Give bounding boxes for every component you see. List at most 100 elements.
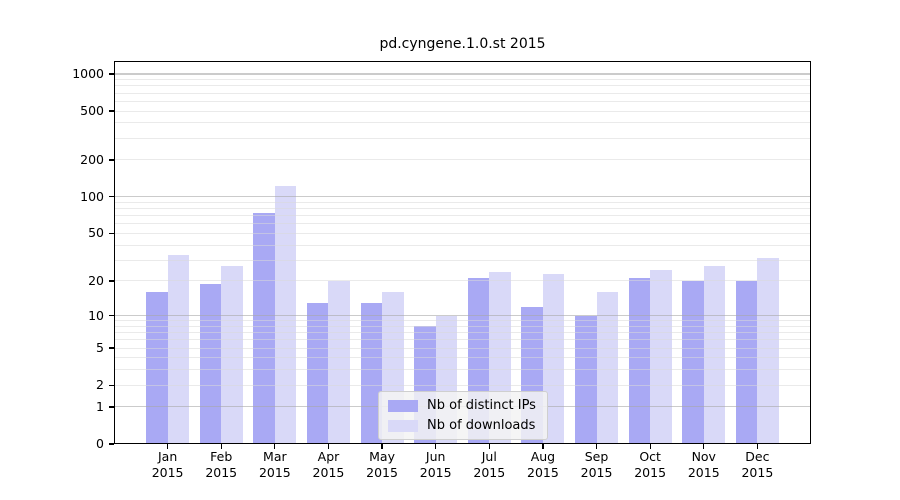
x-tick-month: Aug — [530, 449, 556, 464]
y-tick-mark — [109, 314, 114, 317]
bar-distinct-ips-oct — [628, 278, 651, 444]
legend: Nb of distinct IPs Nb of downloads — [378, 391, 548, 440]
x-tick-month: Nov — [691, 449, 716, 464]
x-tick-year: 2015 — [687, 464, 720, 480]
x-tick-label: Sep 2015 — [565, 449, 629, 480]
x-tick-month: Jul — [481, 449, 497, 464]
gridline-minor — [114, 357, 811, 359]
y-tick-mark — [109, 73, 114, 75]
x-tick-year: 2015 — [366, 464, 398, 480]
y-tick-mark — [109, 443, 114, 445]
bar-distinct-ips-mar — [253, 213, 275, 444]
y-tick-mark — [109, 347, 114, 349]
x-tick-year: 2015 — [580, 464, 613, 480]
y-tick-label: 100 — [80, 188, 104, 204]
legend-swatch-distinct-ips — [388, 399, 418, 412]
gridline-minor — [114, 369, 811, 371]
x-tick-month: Sep — [584, 449, 609, 464]
bar-downloads-nov — [703, 265, 726, 444]
y-tick-label: 200 — [80, 151, 104, 167]
gridline-minor — [114, 332, 811, 334]
bar-downloads-aug — [542, 273, 565, 444]
legend-item-downloads: Nb of downloads — [388, 418, 536, 433]
y-tick-label: 20 — [88, 272, 104, 288]
x-tick-mark — [542, 444, 544, 449]
y-tick-mark — [109, 232, 114, 235]
x-tick-year: 2015 — [205, 464, 238, 480]
bar-distinct-ips-feb — [199, 283, 222, 444]
y-tick-label: 2 — [96, 377, 104, 393]
x-tick-year: 2015 — [419, 464, 452, 480]
x-tick-month: Feb — [210, 449, 233, 464]
x-tick-label: Nov 2015 — [672, 449, 736, 480]
x-tick-mark — [649, 444, 651, 449]
x-tick-label: Mar 2015 — [243, 449, 307, 480]
gridline-minor — [114, 347, 811, 349]
gridline-minor — [114, 280, 811, 282]
gridline-minor — [114, 244, 811, 246]
gridline-minor — [114, 92, 811, 94]
x-tick-label: Jan 2015 — [136, 449, 200, 480]
y-tick-label: 50 — [88, 225, 104, 241]
y-tick-label: 500 — [80, 103, 104, 119]
bar-downloads-oct — [650, 269, 672, 444]
legend-swatch-downloads — [388, 419, 418, 432]
x-tick-mark — [756, 444, 759, 449]
x-tick-mark — [274, 444, 276, 449]
x-tick-month: Oct — [639, 449, 661, 464]
x-tick-mark — [595, 444, 598, 449]
x-tick-mark — [327, 444, 330, 449]
x-tick-month: Dec — [745, 449, 770, 464]
x-tick-label: Apr 2015 — [296, 449, 360, 480]
bar-downloads-jan — [167, 255, 190, 444]
y-tick-label: 1000 — [72, 66, 104, 81]
y-tick-label: 5 — [96, 340, 104, 356]
x-tick-year: 2015 — [473, 464, 506, 480]
x-tick-mark — [220, 444, 222, 449]
x-tick-year: 2015 — [634, 464, 667, 480]
x-tick-label: Dec 2015 — [725, 449, 789, 480]
y-tick-mark — [109, 110, 114, 112]
y-tick-label: 0 — [96, 436, 104, 451]
gridline-minor — [114, 159, 811, 161]
gridline-minor — [114, 110, 811, 112]
bar-distinct-ips-apr — [306, 302, 329, 444]
x-tick-month: May — [369, 449, 395, 464]
y-tick-label: 1 — [96, 398, 104, 414]
bar-distinct-ips-nov — [682, 280, 704, 444]
x-tick-year: 2015 — [312, 464, 345, 480]
x-tick-label: Feb 2015 — [189, 449, 253, 480]
x-tick-mark — [435, 444, 437, 449]
bar-downloads-dec — [757, 258, 779, 444]
gridline-minor — [114, 259, 811, 261]
bar-distinct-ips-may — [360, 302, 383, 444]
bar-downloads-mar — [274, 185, 297, 444]
gridline-minor — [114, 208, 811, 210]
y-tick-mark — [109, 280, 114, 282]
y-tick-mark — [109, 406, 114, 408]
gridline-minor — [114, 384, 811, 386]
y-tick-mark — [109, 384, 114, 386]
legend-item-distinct-ips: Nb of distinct IPs — [388, 398, 536, 413]
gridline-minor — [114, 223, 811, 225]
x-tick-month: Jan — [157, 449, 178, 464]
bar-distinct-ips-jan — [146, 292, 168, 444]
x-tick-year: 2015 — [258, 464, 291, 480]
gridline-major — [114, 315, 811, 317]
chart-title: pd.cyngene.1.0.st 2015 — [379, 36, 546, 52]
gridline-minor — [114, 320, 811, 322]
x-tick-mark — [381, 444, 383, 449]
bar-downloads-feb — [221, 265, 243, 444]
bar-downloads-sep — [596, 292, 619, 444]
gridline-minor — [114, 215, 811, 217]
bar-distinct-ips-sep — [575, 315, 597, 444]
legend-label-downloads: Nb of downloads — [427, 418, 536, 433]
gridline-minor — [114, 201, 811, 203]
y-tick-mark — [109, 196, 114, 198]
x-tick-year: 2015 — [151, 464, 184, 480]
bar-distinct-ips-dec — [735, 280, 758, 444]
gridline-minor — [114, 79, 811, 81]
gridline-major — [114, 73, 811, 75]
x-tick-label: Aug 2015 — [511, 449, 575, 480]
